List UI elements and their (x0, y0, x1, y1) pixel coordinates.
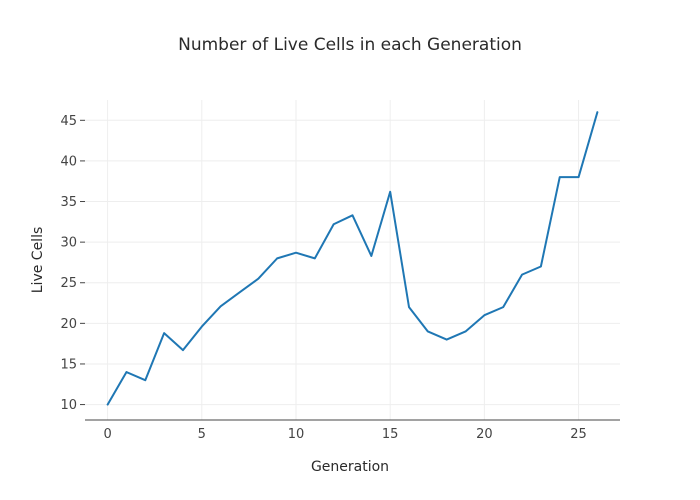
x-tick-label: 0 (103, 427, 111, 442)
y-tick-label: 25 (60, 276, 77, 291)
x-axis-label: Generation (311, 459, 389, 475)
y-tick-label: 40 (60, 154, 77, 169)
y-tick-label: 45 (60, 114, 77, 129)
y-tick-label: 10 (60, 398, 77, 413)
x-gridlines (107, 100, 580, 420)
x-axis-ticks: 0 5 10 15 20 25 (103, 427, 586, 442)
y-tick-label: 30 (60, 236, 77, 251)
x-tick-label: 20 (476, 427, 493, 442)
y-axis-label: Live Cells (30, 227, 46, 294)
x-tick-label: 25 (570, 427, 587, 442)
y-tick-label: 35 (60, 195, 77, 210)
series-line (106, 111, 599, 406)
y-tick-label: 15 (60, 357, 77, 372)
y-tick-label: 20 (60, 317, 77, 332)
chart-title: Number of Live Cells in each Generation (178, 35, 522, 55)
x-tick-label: 10 (288, 427, 305, 442)
series-group (106, 111, 599, 406)
y-axis-ticks: 10 15 20 25 30 35 40 45 (60, 114, 85, 413)
x-tick-label: 15 (382, 427, 399, 442)
y-gridlines (85, 119, 620, 406)
x-tick-label: 5 (198, 427, 206, 442)
